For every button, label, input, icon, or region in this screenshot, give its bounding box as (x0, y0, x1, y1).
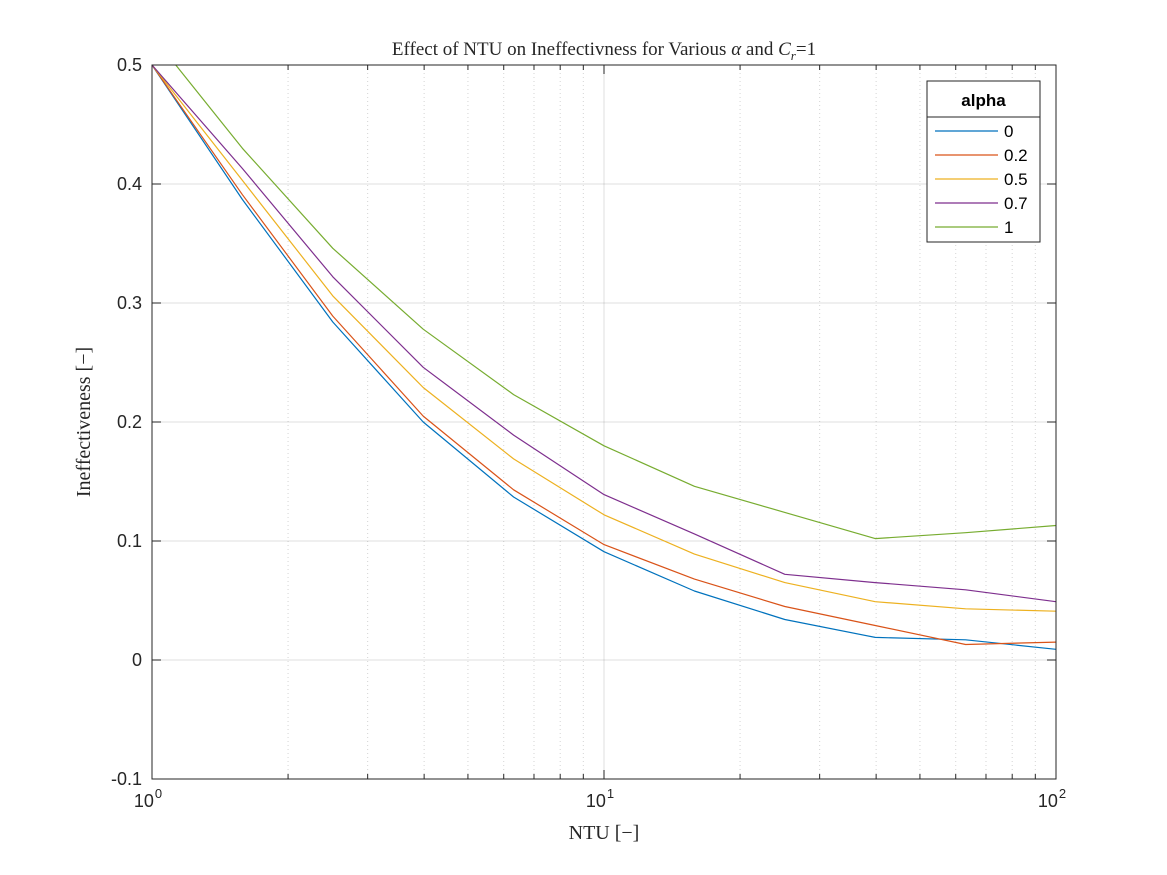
series-line-0-5 (152, 65, 1056, 612)
legend-box (926, 80, 1041, 243)
y-tick-label: 0.5 (117, 55, 142, 75)
y-tick-label: -0.1 (111, 769, 142, 789)
legend: alpha 0 0.2 0.5 0.7 1 (926, 80, 1041, 243)
legend-label: 0.2 (1004, 146, 1028, 165)
legend-label: 0.7 (1004, 194, 1028, 213)
y-tick-label: 0 (132, 650, 142, 670)
tick-labels: -0.1 0 0.1 0.2 0.3 0.4 0.5 100 101 102 (111, 55, 1066, 811)
plot-area (152, 65, 1056, 779)
series-line-0-7 (152, 65, 1056, 603)
legend-label: 0 (1004, 122, 1013, 141)
legend-label: 0.5 (1004, 170, 1028, 189)
legend-title: alpha (961, 91, 1006, 110)
y-tick-label: 0.4 (117, 174, 142, 194)
y-axis-label: Ineffectiveness [−] (73, 347, 95, 497)
x-tick-label: 101 (586, 786, 614, 811)
legend-entries: 0 0.2 0.5 0.7 1 (935, 122, 1028, 237)
y-tick-label: 0.1 (117, 531, 142, 551)
y-tick-label: 0.3 (117, 293, 142, 313)
x-tick-label: 102 (1038, 786, 1066, 811)
x-axis-label: NTU [−] (569, 822, 640, 844)
chart-title: Effect of NTU on Ineffectivness for Vari… (392, 39, 816, 63)
series-line-0-2 (152, 65, 1056, 646)
legend-label: 1 (1004, 218, 1013, 237)
series-line-1 (174, 65, 1056, 540)
series-group (152, 65, 1056, 650)
series-line-0 (152, 65, 1056, 650)
ticks (151, 64, 1057, 780)
y-tick-label: 0.2 (117, 412, 142, 432)
x-tick-label: 100 (134, 786, 162, 811)
